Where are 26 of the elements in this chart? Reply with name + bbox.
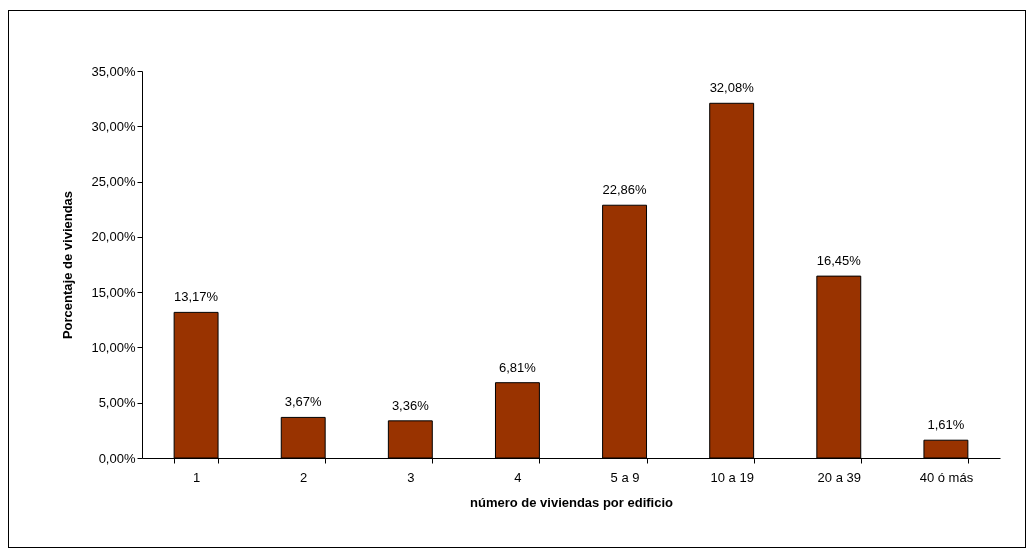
data-label: 3,67% — [284, 394, 323, 410]
data-label: 1,61% — [927, 417, 965, 433]
x-tick-label: 2 — [300, 469, 308, 485]
data-label: 22,86% — [602, 182, 648, 198]
x-axis-title: número de viviendas por edificio — [470, 494, 674, 510]
y-tick-label: 30,00% — [91, 118, 136, 134]
y-tick-label: 10,00% — [91, 339, 136, 355]
y-tick-label: 20,00% — [91, 229, 136, 245]
data-label: 32,08% — [709, 80, 755, 96]
x-tick-label: 5 a 9 — [610, 469, 640, 485]
x-tick-label: 40 ó más — [919, 469, 974, 485]
y-tick-label: 0,00% — [98, 450, 136, 466]
y-axis-title: Porcentaje de viviendas — [60, 190, 76, 340]
x-tick-label: 4 — [514, 469, 522, 485]
y-tick-label: 35,00% — [91, 63, 136, 79]
x-tick-label: 3 — [407, 469, 415, 485]
y-tick-label: 5,00% — [98, 395, 136, 411]
y-tick-label: 15,00% — [91, 284, 136, 300]
data-label: 6,81% — [499, 359, 537, 375]
y-tick-label: 25,00% — [91, 174, 136, 190]
x-tick-label: 20 a 39 — [817, 469, 861, 485]
data-label: 3,36% — [391, 397, 430, 413]
x-tick-label: 10 a 19 — [710, 469, 754, 485]
data-label: 13,17% — [174, 289, 219, 305]
data-label: 16,45% — [816, 253, 862, 269]
x-tick-label: 1 — [192, 469, 201, 485]
